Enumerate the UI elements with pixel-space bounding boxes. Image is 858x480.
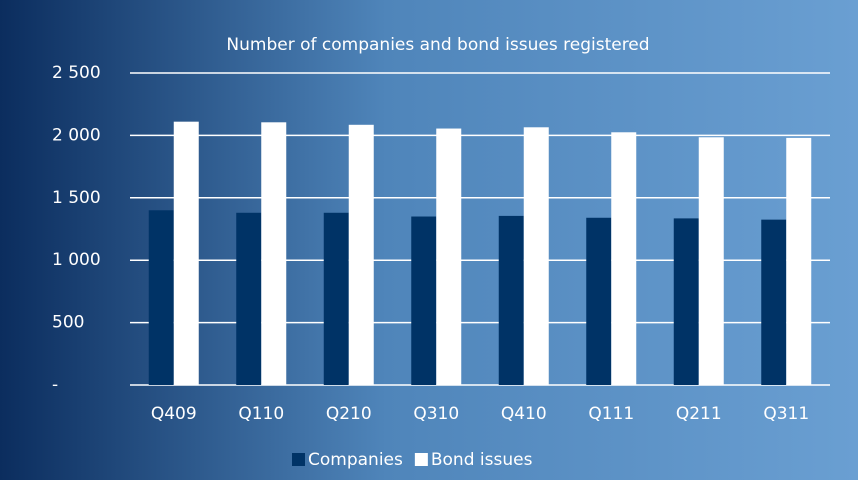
bar: [173, 121, 199, 385]
x-tick-label: Q409: [151, 404, 197, 424]
bar: [673, 218, 699, 385]
x-tick-label: Q310: [413, 404, 459, 424]
y-tick-label: 1 500: [52, 188, 101, 208]
bar: [411, 216, 437, 385]
bar: [436, 128, 462, 385]
bar: [498, 215, 524, 385]
bar: [611, 132, 637, 385]
y-tick-label: -: [52, 375, 58, 395]
legend-label: Bond issues: [431, 450, 533, 470]
bar: [786, 137, 812, 385]
bar: [523, 127, 549, 386]
x-tick-label: Q110: [238, 404, 284, 424]
bar: [761, 219, 787, 385]
bar: [698, 137, 724, 385]
bar: [586, 217, 612, 385]
x-tick-label: Q111: [588, 404, 634, 424]
x-tick-label: Q410: [501, 404, 547, 424]
legend-label: Companies: [308, 450, 403, 470]
bar: [236, 212, 262, 385]
y-tick-label: 1 000: [52, 250, 101, 270]
y-tick-label: 2 500: [52, 63, 101, 83]
legend-swatch: [292, 453, 305, 466]
bar: [148, 210, 174, 385]
x-tick-label: Q211: [676, 404, 722, 424]
legend-swatch: [414, 453, 428, 466]
x-tick-label: Q210: [326, 404, 372, 424]
chart-title: Number of companies and bond issues regi…: [226, 35, 649, 55]
y-tick-label: 2 000: [52, 125, 101, 145]
bar: [261, 122, 287, 386]
x-tick-label: Q311: [763, 404, 809, 424]
bar: [348, 124, 374, 386]
bar: [323, 212, 349, 385]
y-tick-label: 500: [52, 313, 84, 333]
